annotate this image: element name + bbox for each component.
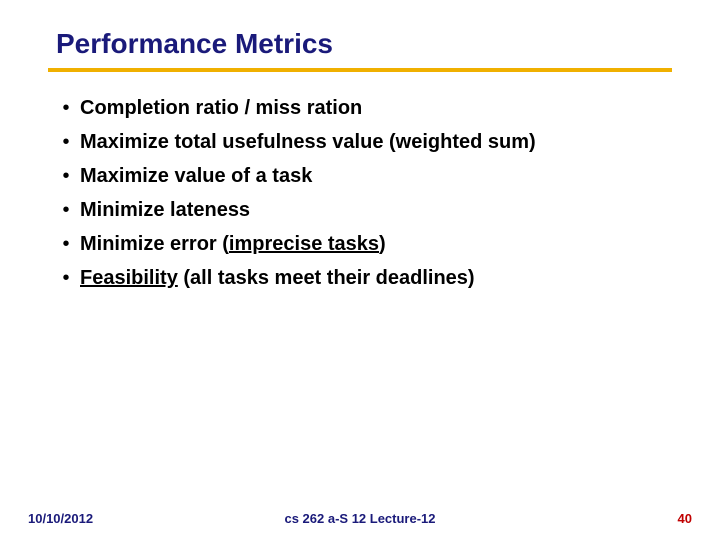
bullet-icon: • bbox=[52, 128, 80, 156]
bullet-suffix: ) bbox=[379, 233, 386, 255]
bullet-icon: • bbox=[52, 196, 80, 224]
list-item: • Completion ratio / miss ration bbox=[52, 94, 672, 122]
bullet-text: Feasibility (all tasks meet their deadli… bbox=[80, 264, 475, 292]
footer-center: cs 262 a-S 12 Lecture-12 bbox=[284, 511, 435, 526]
slide-footer: 10/10/2012 cs 262 a-S 12 Lecture-12 40 bbox=[0, 511, 720, 526]
list-item: • Minimize lateness bbox=[52, 196, 672, 224]
slide: Performance Metrics • Completion ratio /… bbox=[0, 0, 720, 540]
list-item: • Maximize total usefulness value (weigh… bbox=[52, 128, 672, 156]
bullet-text: Minimize lateness bbox=[80, 196, 250, 224]
bullet-icon: • bbox=[52, 162, 80, 190]
bullet-icon: • bbox=[52, 94, 80, 122]
bullet-text: Maximize total usefulness value (weighte… bbox=[80, 128, 536, 156]
footer-date: 10/10/2012 bbox=[28, 511, 93, 526]
bullet-text: Completion ratio / miss ration bbox=[80, 94, 362, 122]
list-item: • Minimize error (imprecise tasks) bbox=[52, 230, 672, 258]
title-underline bbox=[48, 68, 672, 72]
bullet-icon: • bbox=[52, 230, 80, 258]
slide-title: Performance Metrics bbox=[56, 28, 672, 60]
page-number: 40 bbox=[678, 511, 692, 526]
bullet-text: Minimize error (imprecise tasks) bbox=[80, 230, 386, 258]
bullet-list: • Completion ratio / miss ration • Maxim… bbox=[52, 94, 672, 292]
list-item: • Maximize value of a task bbox=[52, 162, 672, 190]
list-item: • Feasibility (all tasks meet their dead… bbox=[52, 264, 672, 292]
bullet-prefix: Minimize error ( bbox=[80, 233, 229, 255]
bullet-underlined: imprecise tasks bbox=[229, 233, 379, 255]
bullet-icon: • bbox=[52, 264, 80, 292]
bullet-underlined: Feasibility bbox=[80, 267, 178, 289]
bullet-suffix: (all tasks meet their deadlines) bbox=[178, 267, 475, 289]
bullet-text: Maximize value of a task bbox=[80, 162, 312, 190]
